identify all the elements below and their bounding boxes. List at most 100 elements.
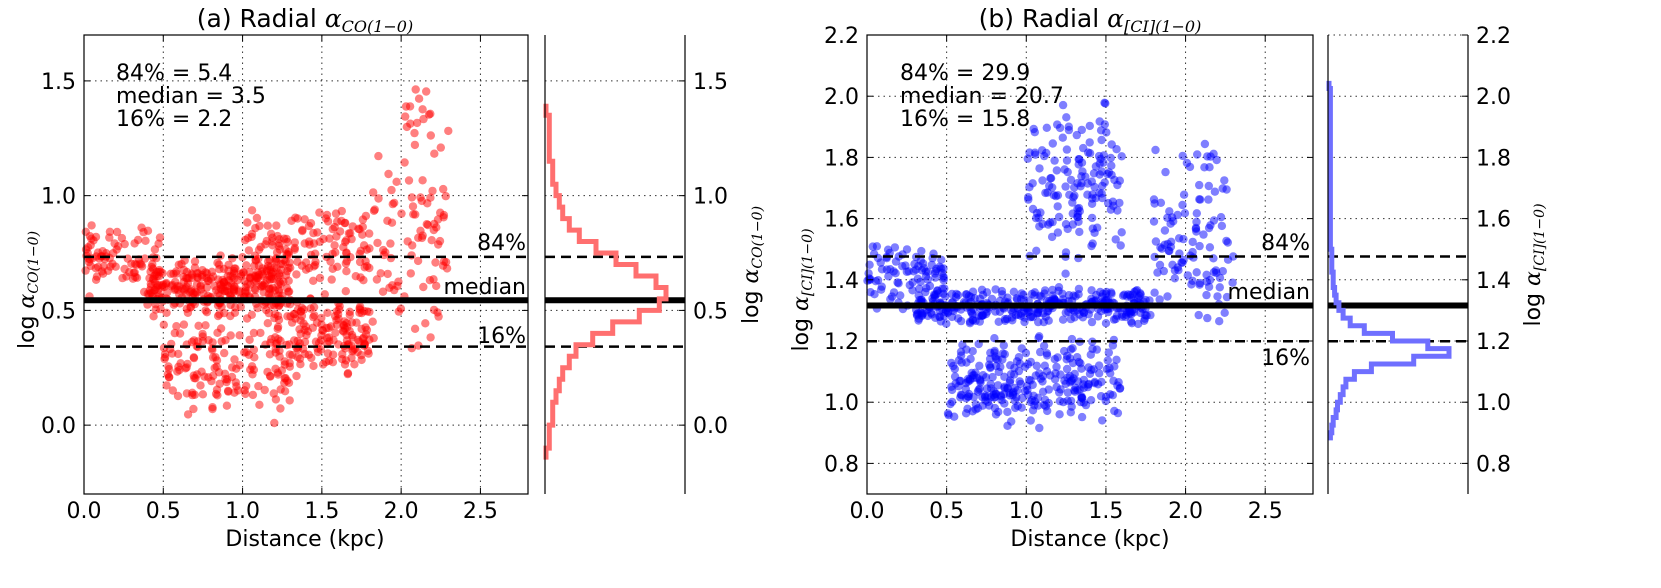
data-point bbox=[405, 102, 415, 111]
data-point bbox=[1053, 120, 1062, 129]
data-point bbox=[1007, 417, 1016, 426]
data-point bbox=[1205, 243, 1215, 252]
data-point bbox=[198, 329, 207, 339]
data-point bbox=[1141, 295, 1150, 305]
data-point bbox=[958, 340, 967, 349]
data-point bbox=[242, 348, 251, 357]
data-point bbox=[1027, 289, 1037, 299]
data-point bbox=[222, 401, 232, 410]
data-point bbox=[280, 374, 289, 383]
data-point bbox=[272, 257, 281, 266]
data-point bbox=[122, 272, 131, 281]
data-point bbox=[984, 401, 994, 410]
data-point bbox=[1113, 408, 1123, 418]
data-point bbox=[189, 336, 199, 345]
data-point bbox=[1220, 176, 1229, 185]
data-point bbox=[219, 278, 228, 287]
data-point bbox=[1035, 222, 1044, 231]
data-point bbox=[1125, 307, 1134, 316]
data-point bbox=[358, 215, 368, 224]
data-point bbox=[194, 321, 203, 330]
data-point bbox=[148, 289, 157, 298]
data-point bbox=[1111, 235, 1120, 244]
data-point bbox=[159, 320, 168, 329]
data-point bbox=[1033, 393, 1043, 402]
data-point bbox=[971, 316, 980, 325]
data-point bbox=[1106, 153, 1116, 163]
data-point bbox=[1012, 357, 1022, 366]
data-point bbox=[1192, 268, 1201, 277]
axes-frame bbox=[866, 34, 1314, 495]
data-point bbox=[1050, 156, 1059, 165]
data-point bbox=[300, 215, 309, 224]
data-point bbox=[993, 381, 1003, 390]
data-point bbox=[1170, 274, 1180, 283]
data-point bbox=[189, 289, 198, 298]
data-point bbox=[278, 259, 287, 269]
data-point bbox=[982, 288, 992, 297]
data-point bbox=[981, 373, 991, 382]
data-point bbox=[1213, 292, 1222, 301]
data-point bbox=[190, 257, 200, 266]
data-point bbox=[89, 236, 98, 245]
data-point bbox=[952, 289, 961, 299]
data-point bbox=[359, 306, 369, 316]
data-point bbox=[429, 275, 438, 284]
data-point bbox=[1053, 202, 1062, 211]
data-point bbox=[1061, 220, 1071, 229]
axes-frame bbox=[83, 34, 529, 495]
data-point bbox=[428, 186, 437, 196]
data-point bbox=[365, 229, 374, 238]
data-point bbox=[1179, 190, 1189, 199]
data-point bbox=[990, 346, 999, 356]
data-point bbox=[1087, 317, 1097, 327]
data-point bbox=[271, 333, 280, 342]
data-point bbox=[319, 234, 328, 244]
x-tick-label: 0.0 bbox=[850, 499, 885, 524]
data-point bbox=[385, 283, 394, 292]
data-point bbox=[1112, 145, 1121, 154]
data-point bbox=[1205, 275, 1215, 285]
data-point bbox=[1212, 268, 1221, 278]
data-point bbox=[1012, 294, 1021, 303]
data-point bbox=[1096, 126, 1106, 135]
data-point bbox=[887, 292, 897, 301]
data-point bbox=[1032, 246, 1041, 255]
data-point bbox=[255, 221, 264, 231]
data-point bbox=[201, 306, 210, 315]
data-point bbox=[392, 177, 401, 186]
data-point bbox=[224, 266, 233, 275]
data-point bbox=[1169, 217, 1178, 226]
data-point bbox=[141, 236, 150, 245]
data-point bbox=[309, 312, 318, 322]
data-point bbox=[422, 220, 431, 229]
data-point bbox=[965, 376, 975, 385]
data-point bbox=[192, 280, 202, 289]
histogram-step bbox=[543, 103, 669, 460]
hist-y-tick-label: 0.8 bbox=[1476, 452, 1511, 477]
data-point bbox=[1068, 220, 1078, 229]
data-point bbox=[222, 287, 232, 296]
data-point bbox=[1023, 360, 1033, 369]
data-point bbox=[1067, 334, 1077, 344]
data-point bbox=[1087, 241, 1096, 251]
data-point bbox=[284, 287, 293, 296]
data-point bbox=[1089, 365, 1098, 374]
data-point bbox=[418, 105, 427, 114]
data-point bbox=[1156, 198, 1166, 207]
data-point bbox=[1200, 139, 1210, 149]
y-tick-label: 1.8 bbox=[824, 146, 859, 171]
data-point bbox=[403, 237, 412, 246]
data-point bbox=[866, 288, 875, 297]
data-point bbox=[894, 279, 903, 288]
panel-b-stat-16: 16% = 15.8 bbox=[900, 107, 1030, 132]
data-point bbox=[935, 312, 944, 321]
data-point bbox=[1204, 181, 1214, 191]
data-point bbox=[1045, 218, 1055, 227]
data-point bbox=[1058, 100, 1068, 110]
data-point bbox=[1068, 344, 1077, 353]
data-point bbox=[1095, 117, 1104, 126]
data-point bbox=[208, 338, 217, 347]
data-point bbox=[414, 94, 424, 103]
data-point bbox=[342, 267, 351, 276]
